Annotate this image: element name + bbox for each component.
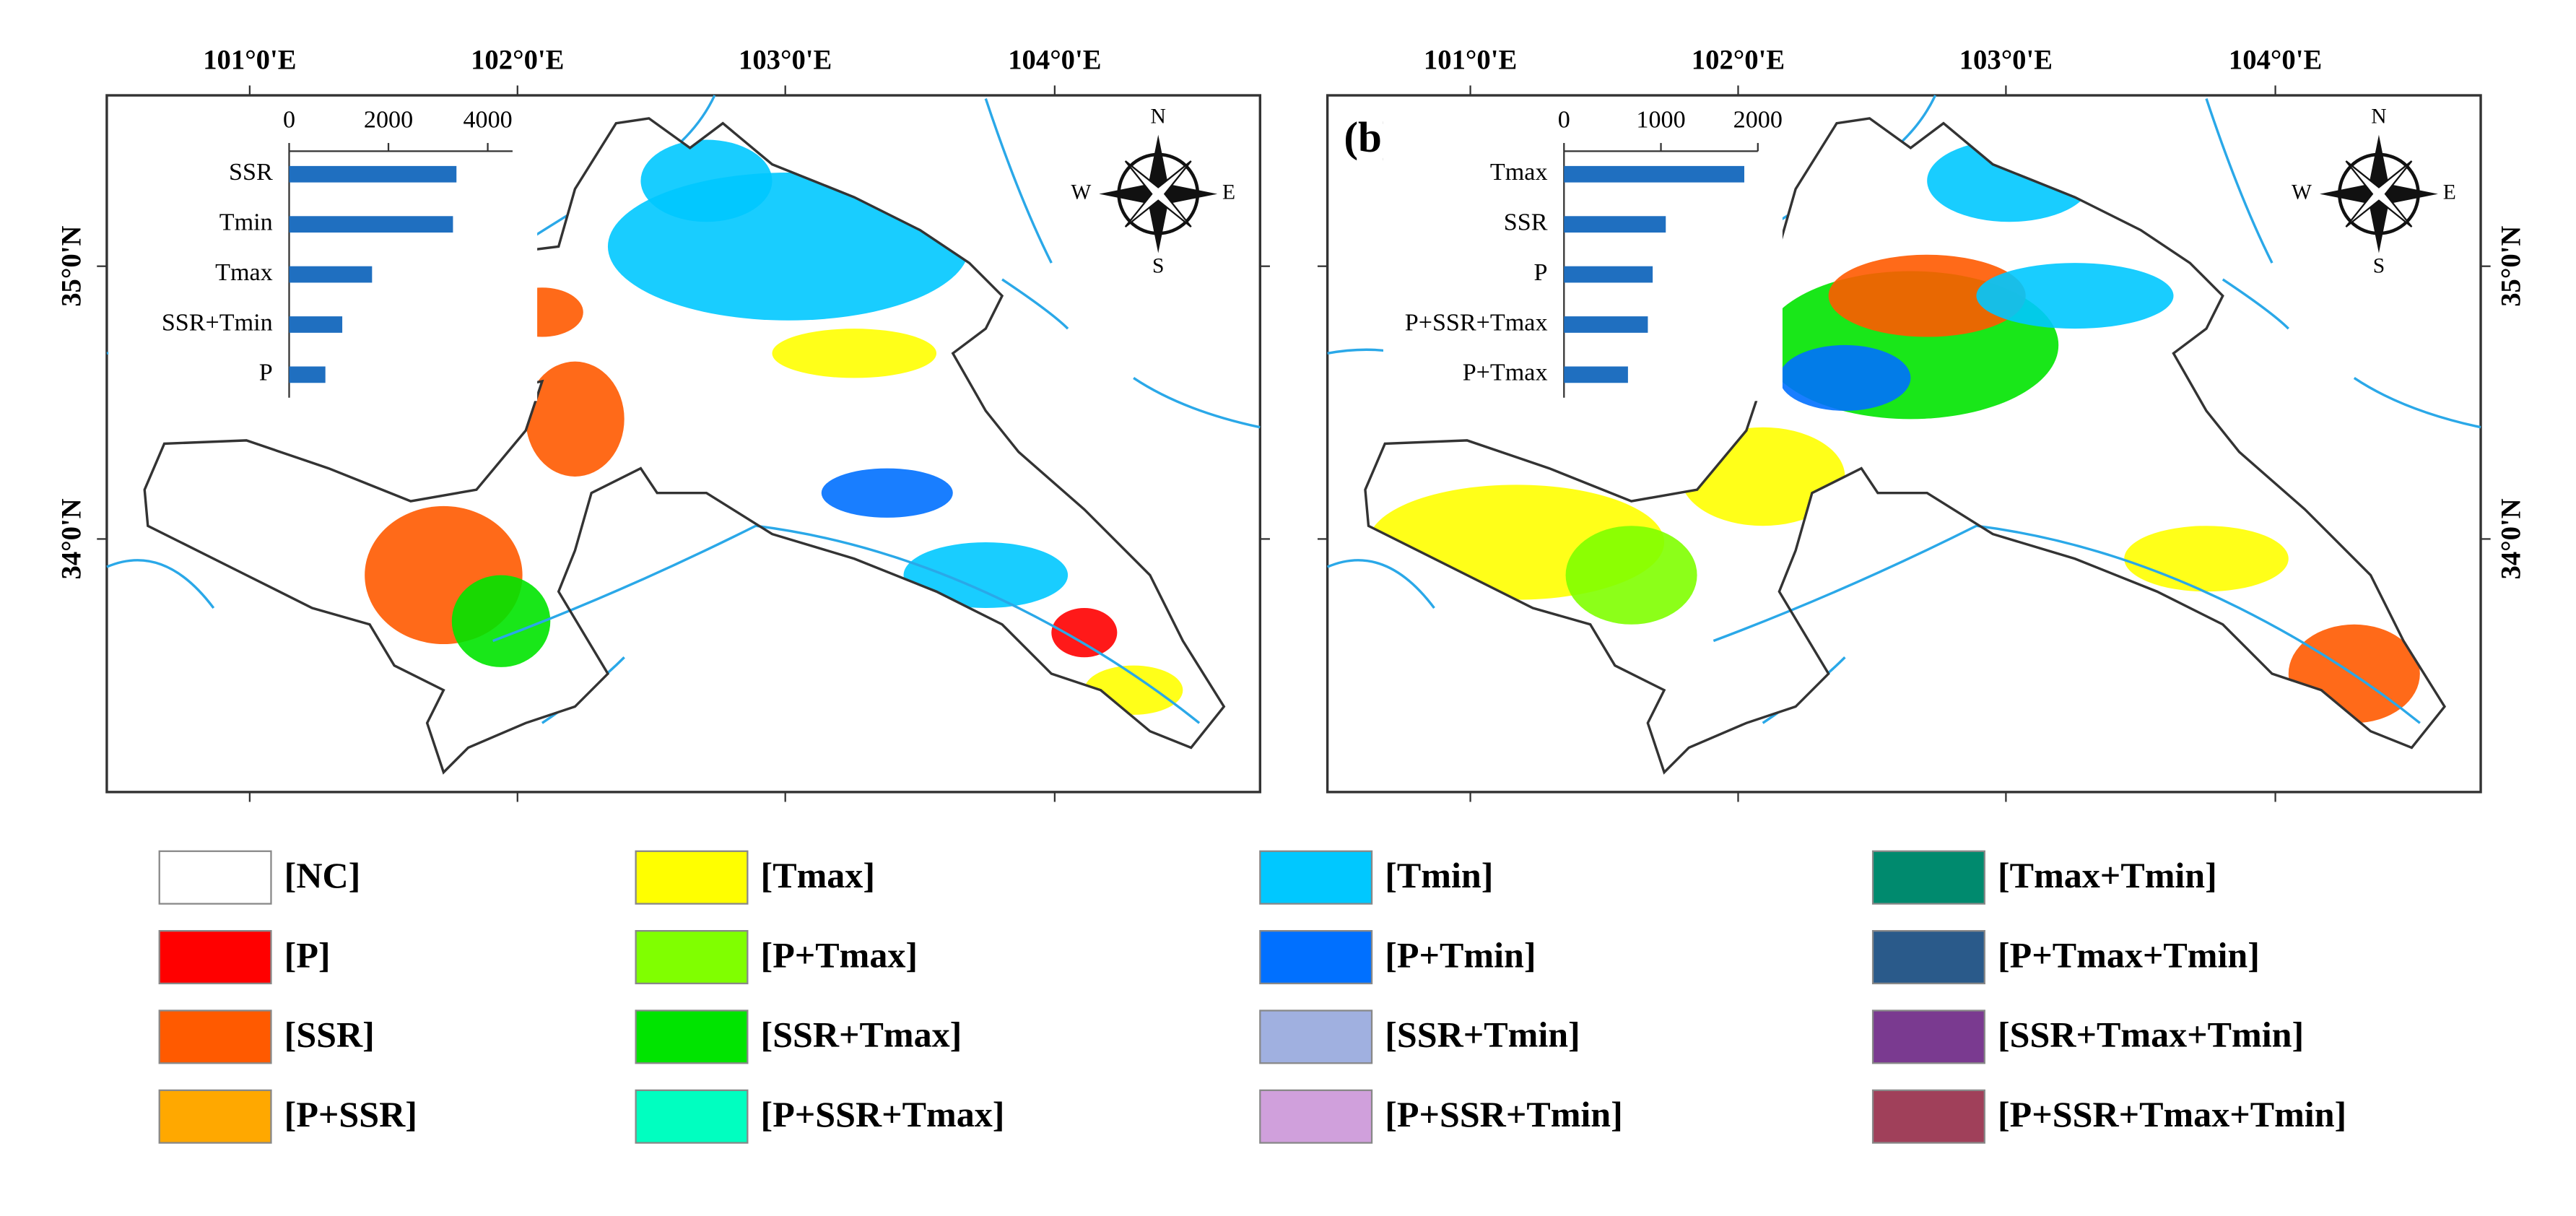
- legend-swatch: [1259, 930, 1373, 985]
- legend-swatch: [635, 930, 749, 985]
- inset-category: P: [1534, 259, 1548, 286]
- compass-w: W: [2292, 181, 2312, 204]
- legend-label: [SSR]: [284, 1015, 375, 1055]
- inset-tick-label: 2000: [364, 106, 413, 133]
- class-patch: [1828, 254, 2026, 337]
- legend-swatch: [1871, 1089, 1985, 1144]
- legend-swatch: [1871, 930, 1985, 985]
- class-patch: [2124, 526, 2289, 592]
- latitude-label: 35°0'N: [2496, 226, 2526, 307]
- legend-swatch: [1259, 1089, 1373, 1144]
- compass-e: E: [1222, 181, 1235, 204]
- legend-label: [SSR+Tmax]: [761, 1015, 962, 1055]
- legend-label: [P+Tmin]: [1385, 934, 1536, 975]
- longitude-label: 103°0'E: [1959, 45, 2053, 75]
- legend-swatch: [158, 1089, 272, 1144]
- legend-label: [Tmax]: [761, 855, 875, 895]
- compass-n: N: [1151, 105, 1166, 129]
- inset-bar: [1564, 366, 1628, 383]
- legend-swatch: [158, 1009, 272, 1064]
- legend-label: [P+SSR+Tmax]: [761, 1094, 1005, 1134]
- legend-label: [P+Tmax]: [761, 934, 918, 975]
- map-panel: (a)101°0'E102°0'E103°0'E104°0'E35°0'N34°…: [56, 45, 1270, 802]
- inset-tick-label: 1000: [1636, 106, 1685, 133]
- inset-tick-label: 4000: [463, 106, 512, 133]
- latitude-label: 34°0'N: [56, 498, 87, 579]
- legend-swatch: [635, 1009, 749, 1064]
- legend-swatch: [635, 1089, 749, 1144]
- class-patch: [526, 361, 625, 477]
- class-patch: [903, 542, 1069, 608]
- latitude-label: 35°0'N: [56, 226, 87, 307]
- legend-label: [Tmin]: [1385, 855, 1493, 895]
- compass-n: N: [2371, 105, 2386, 129]
- inset-bar: [289, 366, 326, 383]
- class-patch: [640, 139, 773, 222]
- legend-swatch: [158, 930, 272, 985]
- compass-e: E: [2443, 181, 2456, 204]
- inset-bar: [1564, 316, 1648, 333]
- longitude-label: 101°0'E: [203, 45, 296, 75]
- longitude-label: 103°0'E: [739, 45, 832, 75]
- compass-s: S: [2373, 255, 2385, 278]
- class-patch: [1051, 608, 1118, 658]
- class-patch: [1976, 263, 2174, 329]
- legend-label: [P+SSR]: [284, 1094, 417, 1134]
- latitude-label: 34°0'N: [2496, 498, 2526, 579]
- inset-bar: [289, 316, 343, 333]
- inset-bg: [1383, 105, 1783, 401]
- inset-category: SSR: [229, 159, 273, 186]
- river: [492, 524, 1201, 724]
- longitude-label: 104°0'E: [2229, 45, 2322, 75]
- compass-star: [2345, 160, 2413, 227]
- legend-swatch: [158, 850, 272, 905]
- legend-swatch: [635, 850, 749, 905]
- legend-label: [P+SSR+Tmax+Tmin]: [1998, 1094, 2346, 1134]
- legend-label: [P+Tmax+Tmin]: [1998, 934, 2260, 975]
- legend-swatch: [1871, 850, 1985, 905]
- legend-label: [SSR+Tmin]: [1385, 1015, 1580, 1055]
- longitude-label: 104°0'E: [1008, 45, 1101, 75]
- inset-bg: [108, 105, 538, 401]
- inset-tick-label: 2000: [1733, 106, 1783, 133]
- class-patch: [1779, 344, 1911, 411]
- legend-swatch: [1259, 850, 1373, 905]
- inset-category: P+SSR+Tmax: [1405, 309, 1548, 336]
- inset-bar: [1564, 165, 1745, 183]
- class-patch: [772, 329, 937, 378]
- inset-tick-label: 0: [283, 106, 295, 133]
- legend-swatch: [1871, 1009, 1985, 1064]
- inset-bar: [1564, 266, 1653, 283]
- compass-w: W: [1071, 181, 1091, 204]
- inset-category: P: [259, 360, 273, 386]
- legend-label: [Tmax+Tmin]: [1998, 855, 2217, 895]
- map-panel: (b)101°0'E 102°0'E 103°0'E 104°0'E35°0'N34°…: [1317, 45, 2526, 802]
- inset-category: P+Tmax: [1463, 360, 1548, 386]
- legend-label: [P]: [284, 934, 331, 975]
- inset-bar: [289, 165, 457, 183]
- legend-label: [SSR+Tmax+Tmin]: [1998, 1015, 2304, 1055]
- inset-category: Tmax: [215, 259, 273, 286]
- inset-tick-label: 0: [1558, 106, 1570, 133]
- compass-star: [1124, 160, 1192, 227]
- compass-s: S: [1152, 255, 1164, 278]
- legend-label: [P+SSR+Tmin]: [1385, 1094, 1623, 1134]
- legend-label: [NC]: [284, 855, 361, 895]
- inset-category: SSR+Tmin: [162, 309, 273, 336]
- legend-swatch: [1259, 1009, 1373, 1064]
- inset-bar: [1564, 216, 1666, 233]
- longitude-label: 102°0'E: [1692, 45, 1785, 75]
- inset-bar: [289, 266, 373, 283]
- river: [1713, 524, 2421, 724]
- inset-category: SSR: [1504, 209, 1548, 235]
- longitude-label: 102°0'E: [471, 45, 564, 75]
- inset-bar: [289, 216, 453, 233]
- class-patch: [821, 468, 953, 518]
- longitude-label: 101°0'E: [1424, 45, 1517, 75]
- inset-category: Tmax: [1490, 159, 1548, 186]
- class-patch: [451, 575, 551, 667]
- inset-category: Tmin: [219, 209, 273, 235]
- class-patch: [1565, 526, 1697, 625]
